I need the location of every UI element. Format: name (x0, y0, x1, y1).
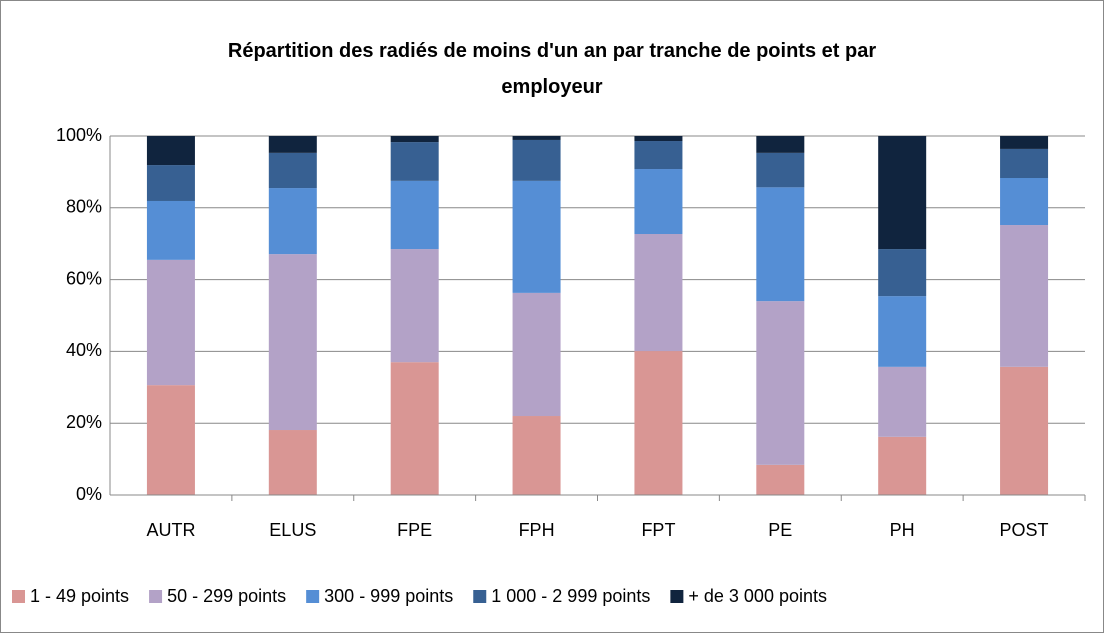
bar-segment (268, 254, 317, 431)
bar-segment (1000, 148, 1049, 179)
legend-label: 1 - 49 points (30, 586, 129, 606)
bar-segment (146, 136, 195, 166)
bar-segment (390, 136, 439, 143)
x-tick-label: FPT (641, 520, 675, 540)
x-tick-label: FPH (519, 520, 555, 540)
bar-segment (878, 249, 927, 297)
y-tick-label: 60% (66, 268, 102, 288)
bar-segment (146, 165, 195, 201)
legend-swatch (12, 590, 25, 603)
legend-label: + de 3 000 points (688, 586, 827, 606)
chart-title: Répartition des radiés de moins d'un an … (228, 40, 876, 98)
bar-segment (756, 464, 805, 495)
bar-segment (1000, 366, 1049, 495)
legend-swatch (149, 590, 163, 603)
bar-segment (1000, 178, 1049, 226)
bar-segment (268, 136, 317, 153)
y-tick-label: 80% (66, 197, 102, 217)
bar-segment (268, 152, 317, 189)
y-tick-label: 100% (56, 125, 102, 145)
bar-segment (634, 351, 683, 495)
bar-segment (1000, 225, 1049, 367)
bar-segment (756, 136, 805, 153)
y-tick-label: 20% (66, 412, 102, 432)
bar-segment (878, 436, 927, 495)
legend-swatch (306, 590, 320, 603)
x-tick-label: ELUS (269, 520, 316, 540)
bar-segment (512, 180, 561, 293)
bar-segment (512, 416, 561, 495)
bar-segment (1000, 136, 1049, 149)
bar-segment (634, 136, 683, 142)
legend-label: 300 - 999 points (324, 586, 453, 606)
bar-segment (756, 152, 805, 188)
bar-segment (146, 385, 195, 495)
x-tick-label: PE (768, 520, 792, 540)
bar-segment (512, 292, 561, 417)
legend-swatch (473, 590, 487, 603)
bar-segment (268, 430, 317, 495)
bar-segment (390, 180, 439, 250)
bar-segment (878, 136, 927, 250)
bar-segment (390, 249, 439, 363)
bar-segment (756, 187, 805, 302)
bar-segment (878, 296, 927, 367)
y-tick-label: 0% (76, 484, 102, 504)
bar-segment (878, 366, 927, 437)
bar-segment (146, 200, 195, 260)
legend-label: 1 000 - 2 999 points (491, 586, 650, 606)
x-tick-label: FPE (397, 520, 432, 540)
bar-segment (756, 301, 805, 465)
bar-segment (512, 136, 561, 140)
x-tick-label: AUTR (146, 520, 195, 540)
bar-segment (390, 362, 439, 495)
legend-swatch (670, 590, 684, 603)
legend-label: 50 - 299 points (167, 586, 286, 606)
bar-segment (146, 259, 195, 386)
bar-segment (634, 141, 683, 170)
bar-segment (634, 234, 683, 352)
bar-segment (634, 169, 683, 235)
bar-segment (268, 188, 317, 255)
bar-segment (512, 139, 561, 181)
x-tick-label: POST (1000, 520, 1049, 540)
x-tick-label: PH (890, 520, 915, 540)
y-tick-label: 40% (66, 340, 102, 360)
bar-segment (390, 142, 439, 181)
